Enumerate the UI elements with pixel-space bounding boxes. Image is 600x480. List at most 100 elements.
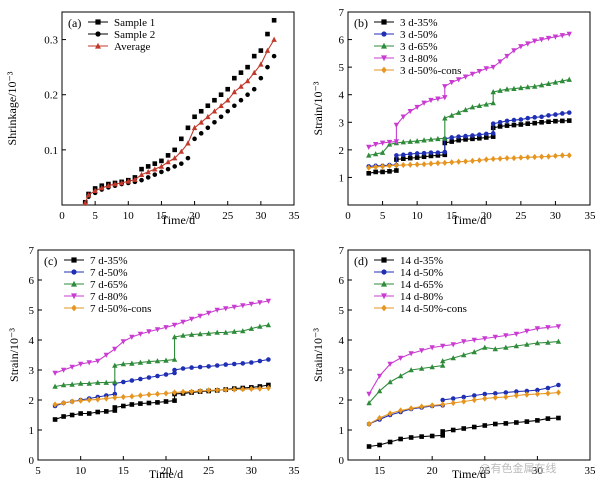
data-point xyxy=(461,339,467,345)
data-point xyxy=(69,412,75,418)
data-point xyxy=(525,121,531,126)
data-point xyxy=(103,352,109,358)
data-point xyxy=(450,355,456,361)
x-tick-label: 20 xyxy=(189,210,201,222)
x-tick-label: 20 xyxy=(161,465,173,477)
data-point xyxy=(407,161,413,168)
data-point xyxy=(265,64,270,70)
data-point xyxy=(400,139,407,145)
data-point xyxy=(129,402,135,407)
data-point xyxy=(232,75,237,81)
data-point xyxy=(483,101,489,107)
data-point xyxy=(380,169,385,175)
data-point xyxy=(231,89,238,95)
legend-label: 7 d-80% xyxy=(90,291,128,303)
data-point xyxy=(490,134,496,139)
plot-frame xyxy=(347,249,591,461)
data-point xyxy=(514,389,519,394)
panel-d: 15 20 25 30 35 0 1 2 3 4 5 6 7 Time/d Strain/10⁻³ (d) 14… xyxy=(311,245,596,480)
data-point xyxy=(428,136,434,142)
data-point xyxy=(497,119,503,125)
legend-label: 3 d-80% xyxy=(400,53,438,65)
data-point xyxy=(525,154,531,161)
data-point xyxy=(524,328,530,334)
data-point xyxy=(180,388,186,395)
data-point xyxy=(112,181,118,187)
data-point xyxy=(231,386,237,393)
data-point xyxy=(449,80,455,86)
data-point xyxy=(214,387,220,394)
x-axis-label: Time/d xyxy=(452,213,486,227)
data-point xyxy=(566,118,572,123)
data-point xyxy=(450,399,456,407)
y-tick-label: 4 xyxy=(29,335,35,347)
x-tick-label: 15 xyxy=(118,465,130,477)
series xyxy=(366,324,562,397)
legend-label: 14 d-80% xyxy=(400,291,443,303)
y-tick-label: 7 xyxy=(339,245,345,257)
data-point xyxy=(205,330,212,336)
data-point xyxy=(469,157,475,164)
legend-marker xyxy=(71,293,77,300)
x-tick-label: 5 xyxy=(35,465,41,477)
data-point xyxy=(545,80,552,86)
data-point xyxy=(366,420,372,428)
legend-label: Sample 2 xyxy=(114,29,155,41)
plot-frame xyxy=(61,11,295,206)
legend-label: Average xyxy=(114,41,151,53)
data-point xyxy=(189,365,194,370)
data-point xyxy=(197,387,203,395)
data-point xyxy=(408,351,414,357)
data-point xyxy=(137,359,144,365)
data-point xyxy=(393,162,399,169)
data-point xyxy=(450,396,456,401)
data-point xyxy=(238,70,244,75)
data-point xyxy=(366,170,372,176)
y-axis-label: Strain/10⁻³ xyxy=(311,81,325,135)
y-tick-label: 0.3 xyxy=(44,35,58,47)
data-point xyxy=(518,44,524,50)
data-point xyxy=(139,166,144,172)
data-point xyxy=(440,401,446,408)
data-point xyxy=(249,360,254,365)
data-point xyxy=(387,439,393,445)
data-point xyxy=(482,423,488,428)
data-point xyxy=(493,421,498,427)
legend-marker xyxy=(381,19,387,25)
data-point xyxy=(535,387,540,393)
data-point xyxy=(85,192,92,198)
data-point xyxy=(248,385,254,392)
data-point xyxy=(366,144,372,150)
data-point xyxy=(511,122,517,128)
data-point xyxy=(394,168,399,173)
data-point xyxy=(212,97,217,103)
data-point xyxy=(513,343,520,349)
data-point xyxy=(534,340,541,346)
data-point xyxy=(386,162,392,169)
x-tick-label: 5 xyxy=(380,210,386,222)
data-point xyxy=(86,411,92,416)
data-point xyxy=(511,85,517,91)
data-point xyxy=(483,156,489,163)
data-point xyxy=(171,322,178,328)
data-point xyxy=(185,140,191,146)
data-point xyxy=(121,403,126,409)
data-point xyxy=(442,135,448,141)
panel-c: 5 10 15 20 25 30 35 0 1 2 3 4 5 6 7 Time/d Strain/10⁻³ (c… xyxy=(7,245,300,480)
data-point xyxy=(112,362,118,368)
data-point xyxy=(539,114,544,120)
data-point xyxy=(428,97,434,104)
legend-label: 14 d-35% xyxy=(400,255,443,267)
data-point xyxy=(471,396,477,404)
data-point xyxy=(258,61,264,67)
data-point xyxy=(95,358,101,364)
data-point xyxy=(154,327,161,333)
data-point xyxy=(538,37,545,43)
data-point xyxy=(482,391,488,397)
legend-label: 14 d-50% xyxy=(400,267,443,279)
y-tick-label: 0 xyxy=(339,455,345,467)
data-point xyxy=(240,328,246,334)
data-point xyxy=(372,151,379,157)
data-point xyxy=(205,103,211,109)
data-point xyxy=(129,334,135,340)
